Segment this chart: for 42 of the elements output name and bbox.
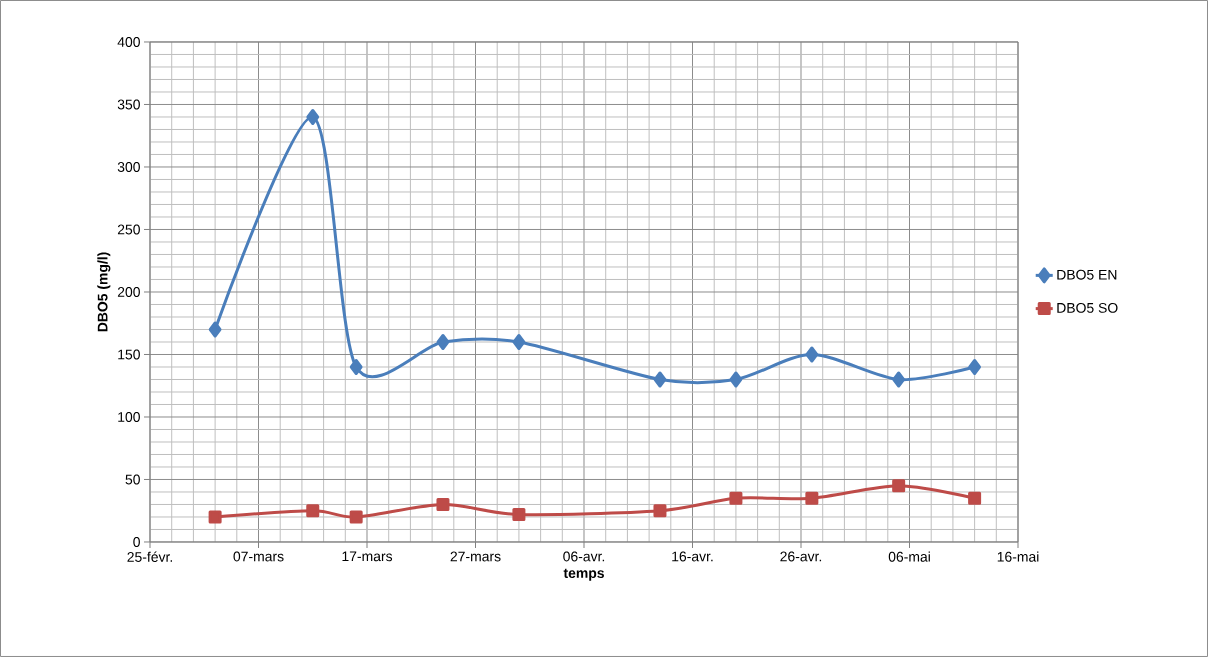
y-axis-title: DBO5 (mg/l) <box>97 252 111 332</box>
point <box>805 346 819 363</box>
y-tick-label: 350 <box>117 99 140 110</box>
point <box>892 479 906 493</box>
x-tick-label: 16-avr. <box>672 551 713 562</box>
y-tick-label: 100 <box>118 412 140 422</box>
y-tick-label: 50 <box>125 474 140 485</box>
point <box>968 491 982 505</box>
legend-label: DBO5 EN <box>1057 269 1117 280</box>
x-tick-label: 06-mai <box>888 551 930 562</box>
point <box>653 371 667 388</box>
point <box>729 371 743 388</box>
x-tick-label: 06-avr. <box>563 551 605 562</box>
x-tick-label: 07-mars <box>233 551 284 562</box>
x-tick-label: 17-mars <box>342 551 393 562</box>
legend-label: DBO5 SO <box>1057 302 1118 313</box>
point <box>436 497 450 511</box>
point <box>892 371 906 388</box>
point <box>512 507 526 521</box>
y-tick-label: 150 <box>118 349 140 360</box>
x-tick-label: 16-mai <box>997 551 1039 562</box>
point <box>349 358 363 375</box>
x-axis-title: temps <box>563 568 604 581</box>
x-tick-label: 26-avr. <box>780 551 822 562</box>
y-tick-label: 0 <box>133 537 140 547</box>
y-tick-label: 400 <box>117 37 140 47</box>
point <box>968 358 981 375</box>
y-tick-label: 300 <box>117 162 140 172</box>
y-tick-label: 200 <box>117 287 140 297</box>
y-tick-label: 250 <box>117 224 140 235</box>
point <box>208 321 222 338</box>
point <box>436 333 450 350</box>
point <box>306 108 320 125</box>
point <box>729 491 743 505</box>
point <box>512 333 526 350</box>
point <box>653 504 667 518</box>
point <box>306 504 320 518</box>
point <box>208 510 222 524</box>
point <box>349 510 363 524</box>
x-tick-label: 27-mars <box>450 551 501 562</box>
x-tick-label: 25-févr. <box>127 551 172 562</box>
point <box>805 491 819 505</box>
